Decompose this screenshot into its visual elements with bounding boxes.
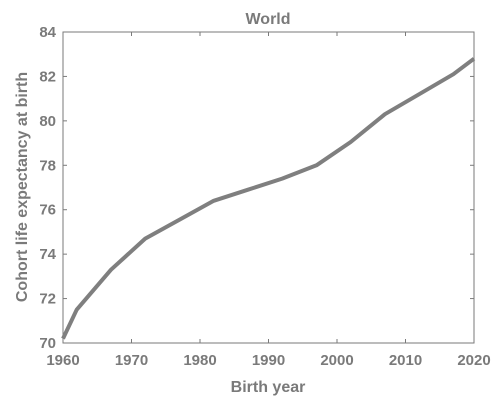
y-tick-label: 84 [39,24,56,41]
y-axis-label: Cohort life expectancy at birth [14,72,31,302]
chart-title: World [245,11,290,28]
series-line-0 [61,57,476,340]
plot-area-frame [62,31,475,344]
y-tick-label: 72 [39,291,56,308]
y-axis-ticks: 70 72 74 76 78 80 82 84 [39,24,474,352]
x-axis-label: Birth year [231,379,306,396]
x-tick-label: 1990 [252,352,285,369]
x-tick-label: 1960 [46,352,79,369]
y-tick-label: 74 [39,246,56,263]
y-tick-label: 80 [39,113,56,130]
x-tick-label: 1980 [183,352,216,369]
x-axis-ticks: 1960 1970 1980 1990 2000 2010 2020 [46,32,491,369]
x-tick-label: 2010 [389,352,422,369]
y-tick-label: 76 [39,202,56,219]
x-tick-label: 1970 [115,352,148,369]
x-tick-label: 2000 [320,352,353,369]
x-tick-label: 2020 [457,352,490,369]
y-tick-label: 82 [39,68,56,85]
y-tick-label: 70 [39,335,56,352]
series-layer [61,57,476,340]
y-tick-label: 78 [39,157,56,174]
